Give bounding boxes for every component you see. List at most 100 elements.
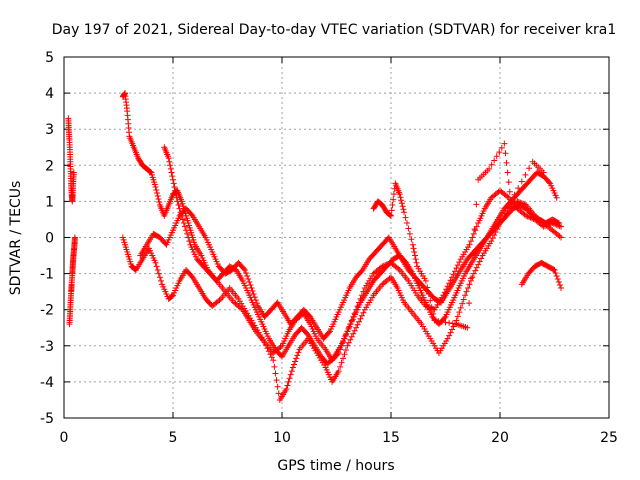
data-point-track-d <box>167 162 174 169</box>
data-point-track-spikes <box>389 202 396 209</box>
data-point-track-spikes <box>466 300 473 307</box>
data-point-track-c <box>249 288 256 295</box>
data-point-track-spikes <box>401 209 408 216</box>
data-point-track-c <box>188 211 195 218</box>
data-point-track-spikes <box>491 157 498 164</box>
data-point-track-spikes <box>518 178 525 185</box>
data-point-track-spikes <box>503 159 510 166</box>
data-point-track-a <box>154 192 161 199</box>
data-point-track-a <box>173 188 180 195</box>
data-point-track-d <box>175 202 182 209</box>
data-point-track-b <box>351 327 358 334</box>
data-point-track-a <box>154 189 161 196</box>
data-point-track-b <box>294 352 301 359</box>
data-point-track-b <box>360 309 367 316</box>
data-point-track-spikes <box>427 297 434 304</box>
data-point-track-spikes <box>473 201 480 208</box>
data-point-track-spikes <box>399 203 406 210</box>
data-point-track-spikes <box>396 191 403 198</box>
y-tick-label: 2 <box>45 158 54 174</box>
data-point-track-spikes <box>438 318 445 325</box>
data-point-track-spikes <box>390 191 397 198</box>
data-point-track-d <box>181 223 188 230</box>
data-point-track-spikes <box>412 256 419 263</box>
data-point-track-late-low <box>553 273 560 280</box>
data-point-track-spikes <box>406 230 413 237</box>
data-point-track-c <box>247 282 254 289</box>
data-point-track-b <box>358 312 365 319</box>
data-point-track-d <box>167 165 174 172</box>
data-point-track-b <box>454 313 461 320</box>
data-point-track-early-low <box>71 234 78 241</box>
chart-title: Day 197 of 2021, Sidereal Day-to-day VTE… <box>52 22 617 38</box>
data-point-track-a <box>450 271 457 278</box>
data-point-track-late-low <box>554 276 561 283</box>
data-point-track-b <box>152 259 159 266</box>
data-point-track-late-low <box>550 266 557 273</box>
data-point-track-b <box>340 355 347 362</box>
data-point-track-d <box>546 179 553 186</box>
data-point-track-b <box>335 368 342 375</box>
grid-lines <box>64 57 609 418</box>
data-point-track-b <box>353 324 360 331</box>
data-point-track-b <box>459 300 466 307</box>
data-point-track-spikes <box>467 275 474 282</box>
x-axis-label: GPS time / hours <box>277 458 394 474</box>
data-point-track-b <box>289 364 296 371</box>
data-point-track-b <box>267 351 274 358</box>
data-point-track-spikes <box>493 153 500 160</box>
data-point-track-b <box>293 355 300 362</box>
data-point-track-spikes <box>511 191 518 198</box>
data-point-track-spikes <box>400 206 407 213</box>
data-point-track-spikes <box>502 150 509 157</box>
data-point-track-a <box>470 230 477 237</box>
data-point-track-b <box>292 358 299 365</box>
data-point-track-b <box>475 261 482 268</box>
data-point-track-d <box>170 180 177 187</box>
data-point-track-spikes <box>540 169 547 176</box>
data-point-track-b <box>283 386 290 393</box>
data-point-track-d <box>185 234 192 241</box>
data-point-track-spikes <box>390 196 397 203</box>
data-point-track-spikes <box>505 179 512 186</box>
data-point-track-b <box>473 264 480 271</box>
x-tick-labels: 0 5 10 15 20 25 <box>60 430 618 446</box>
data-point-track-a <box>467 238 474 245</box>
data-point-track-b <box>386 275 393 282</box>
data-point-track-spikes <box>431 317 438 324</box>
data-point-track-b <box>354 321 361 328</box>
data-point-track-c <box>241 266 248 273</box>
data-point-track-b <box>131 265 138 272</box>
data-point-track-d <box>304 330 311 337</box>
data-point-track-c <box>325 329 332 336</box>
data-point-track-late-low <box>551 266 558 273</box>
data-point-track-b <box>356 318 363 325</box>
data-point-track-b <box>463 288 470 295</box>
data-point-track-c <box>243 269 250 276</box>
data-point-track-d <box>168 169 175 176</box>
data-point-track-a <box>152 183 159 190</box>
data-point-track-b <box>465 285 472 292</box>
y-tick-labels: -5 -4 -3 -2 -1 0 1 2 3 4 5 <box>40 50 54 427</box>
data-point-track-b <box>338 359 345 366</box>
data-point-track-d <box>183 227 190 234</box>
data-point-track-d <box>178 212 185 219</box>
data-point-track-b <box>488 238 495 245</box>
data-point-track-c <box>240 265 247 272</box>
data-point-track-spikes <box>388 207 395 214</box>
data-point-track-b <box>285 378 292 385</box>
data-point-track-b <box>268 354 275 361</box>
data-point-track-spikes <box>526 165 533 172</box>
data-point-track-a <box>556 223 563 230</box>
data-point-track-b <box>449 326 456 333</box>
data-point-track-b <box>348 333 355 340</box>
data-point-track-b <box>345 339 352 346</box>
y-tick-label: -2 <box>40 303 54 319</box>
data-point-track-b <box>446 332 453 339</box>
data-point-track-b <box>476 258 483 265</box>
data-point-track-c <box>554 219 561 226</box>
data-point-track-spikes <box>413 259 420 266</box>
data-point-track-b <box>341 351 348 358</box>
data-point-track-d <box>171 183 178 190</box>
data-point-track-b <box>444 335 451 342</box>
